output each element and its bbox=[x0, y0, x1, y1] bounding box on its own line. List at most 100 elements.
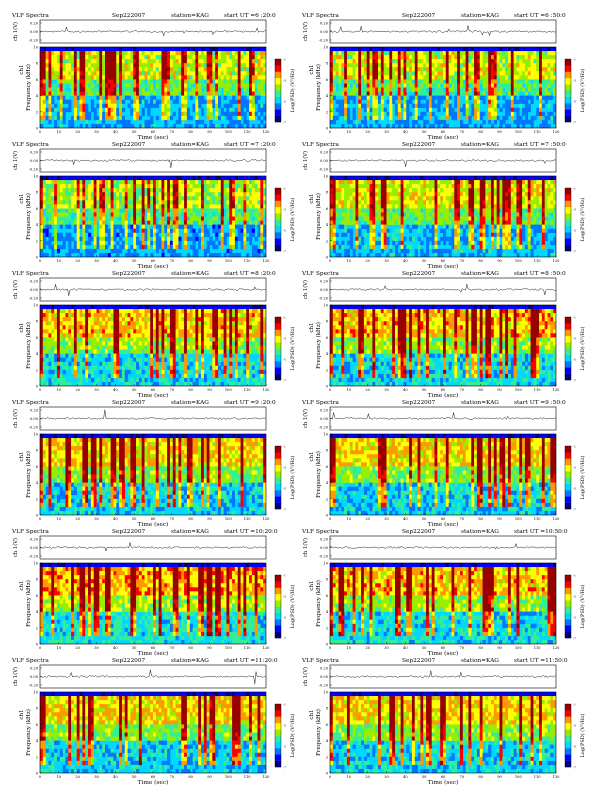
spectrogram-cell bbox=[210, 253, 213, 257]
spectrogram-cell bbox=[153, 180, 156, 184]
spectrogram-cell bbox=[443, 75, 446, 79]
spectrogram-cell bbox=[440, 79, 443, 83]
spectrogram-cell bbox=[195, 67, 198, 71]
spectrogram-cell bbox=[403, 237, 406, 241]
spectrogram-cell bbox=[176, 180, 179, 184]
spectrogram-cell bbox=[260, 55, 263, 59]
spectrogram-cell bbox=[60, 63, 63, 67]
spectrogram-cell bbox=[249, 221, 252, 225]
spectrogram-cell bbox=[395, 96, 398, 100]
spectrogram-cell bbox=[370, 51, 373, 55]
spectrogram-cell bbox=[514, 92, 517, 96]
spectrogram-cell bbox=[378, 71, 381, 75]
spectrogram-cell bbox=[516, 67, 519, 71]
spectrogram-cell bbox=[333, 120, 336, 124]
spectrogram-cell bbox=[539, 88, 542, 92]
spectrogram-cell bbox=[423, 253, 426, 257]
spectrogram-cell bbox=[63, 47, 66, 51]
spectrogram-cell bbox=[122, 233, 125, 237]
spectrogram-cell bbox=[252, 249, 255, 253]
spectrogram-cell bbox=[435, 225, 438, 229]
spectrogram-cell bbox=[68, 241, 71, 245]
spectrogram-cell bbox=[80, 100, 83, 104]
spectrogram-cell bbox=[449, 71, 452, 75]
spectrogram-cell bbox=[260, 47, 263, 51]
spectrogram-cell bbox=[341, 55, 344, 59]
spectrogram-cell bbox=[412, 104, 415, 108]
spectrogram-cell bbox=[71, 92, 74, 96]
spectrogram-cell bbox=[238, 71, 241, 75]
spectrogram-cell bbox=[488, 104, 491, 108]
spectrogram-cell bbox=[161, 100, 164, 104]
spectrogram-cell bbox=[358, 208, 361, 212]
spectrogram-cell bbox=[361, 83, 364, 87]
spectrogram-cell bbox=[392, 212, 395, 216]
spectrogram-cell bbox=[190, 88, 193, 92]
spectrogram-cell bbox=[215, 233, 218, 237]
spectrogram-cell bbox=[88, 112, 91, 116]
spectrogram-cell bbox=[336, 196, 339, 200]
spectrogram-cell bbox=[497, 55, 500, 59]
spectrogram-cell bbox=[367, 92, 370, 96]
spectrogram-cell bbox=[406, 63, 409, 67]
spectrogram-cell bbox=[48, 112, 51, 116]
spectrogram-cell bbox=[161, 71, 164, 75]
spectrogram-cell bbox=[173, 180, 176, 184]
spectrogram-cell bbox=[187, 92, 190, 96]
spectrogram-cell bbox=[358, 245, 361, 249]
spectrogram-cell bbox=[367, 229, 370, 233]
spectrogram-cell bbox=[195, 176, 198, 180]
spectrogram-cell bbox=[122, 83, 125, 87]
spectrogram-cell bbox=[471, 79, 474, 83]
spectrogram-cell bbox=[409, 63, 412, 67]
spectrogram-cell bbox=[420, 104, 423, 108]
spectrogram-cell bbox=[252, 188, 255, 192]
spectrogram-cell bbox=[113, 188, 116, 192]
spectrogram-cell bbox=[381, 180, 384, 184]
spectrogram-cell bbox=[437, 88, 440, 92]
spectrogram-cell bbox=[125, 51, 128, 55]
spectrogram-cell bbox=[133, 200, 136, 204]
spectrogram-cell bbox=[545, 100, 548, 104]
spectrogram-cell bbox=[350, 75, 353, 79]
spectrogram-cell bbox=[533, 116, 536, 120]
spectrogram-cell bbox=[60, 233, 63, 237]
spectrogram-cell bbox=[48, 75, 51, 79]
spectrogram-cell bbox=[221, 124, 224, 128]
spectrogram-cell bbox=[63, 108, 66, 112]
spectrogram-cell bbox=[108, 212, 111, 216]
spectrogram-cell bbox=[347, 184, 350, 188]
spectrogram-cell bbox=[497, 63, 500, 67]
spectrogram-cell bbox=[226, 217, 229, 221]
spectrogram-cell bbox=[401, 96, 404, 100]
spectrogram-cell bbox=[145, 184, 148, 188]
spectrogram-cell bbox=[432, 204, 435, 208]
spectrogram-cell bbox=[528, 51, 531, 55]
spectrogram-cell bbox=[258, 75, 261, 79]
spectrogram-cell bbox=[389, 104, 392, 108]
spectrogram-cell bbox=[336, 176, 339, 180]
spectrogram-cell bbox=[204, 71, 207, 75]
spectrogram-cell bbox=[406, 120, 409, 124]
spectrogram-cell bbox=[201, 92, 204, 96]
spectrogram-cell bbox=[113, 96, 116, 100]
spectrogram-cell bbox=[113, 92, 116, 96]
spectrogram-cell bbox=[125, 245, 128, 249]
spectrogram-cell bbox=[218, 229, 221, 233]
spectrogram-cell bbox=[511, 92, 514, 96]
spectrogram-cell bbox=[463, 71, 466, 75]
spectrogram-cell bbox=[54, 233, 57, 237]
x-tick-label: 30 bbox=[94, 259, 99, 263]
spectrogram-cell bbox=[111, 63, 114, 67]
spectrogram-cell bbox=[539, 51, 542, 55]
spectrogram-cell bbox=[147, 196, 150, 200]
spectrogram-cell bbox=[43, 188, 46, 192]
spectrogram-cell bbox=[159, 180, 162, 184]
spectrogram-cell bbox=[418, 92, 421, 96]
spectrogram-cell bbox=[218, 47, 221, 51]
spectrogram-cell bbox=[243, 188, 246, 192]
spectrogram-cell bbox=[330, 233, 333, 237]
spectrogram-cell bbox=[108, 92, 111, 96]
spectrogram-cell bbox=[71, 180, 74, 184]
spectrogram-cell bbox=[204, 188, 207, 192]
